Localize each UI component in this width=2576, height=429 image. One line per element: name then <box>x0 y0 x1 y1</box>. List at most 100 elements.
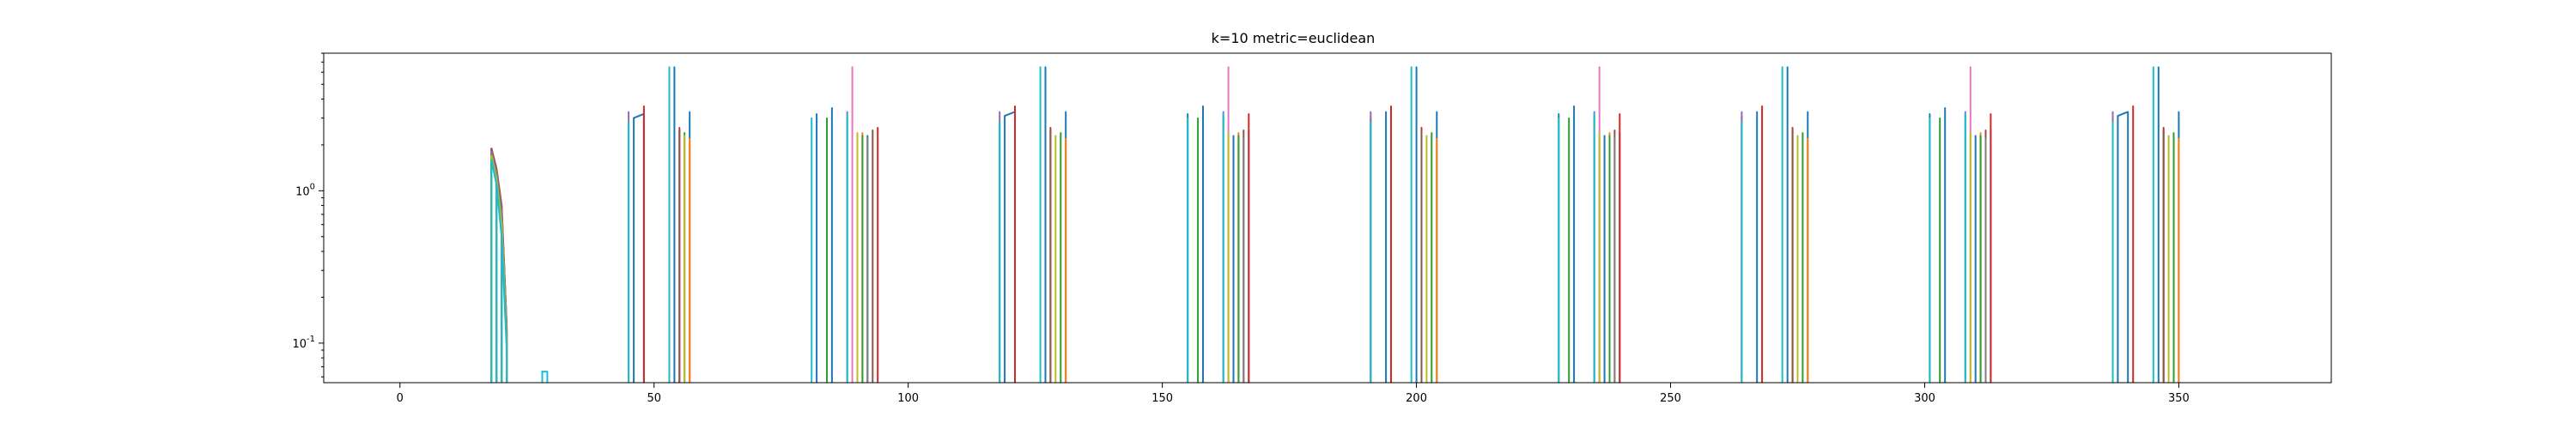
data-point <box>872 129 874 131</box>
data-point <box>689 111 690 113</box>
data-point <box>2178 137 2180 140</box>
series-line-6 <box>490 67 1971 383</box>
data-point <box>1039 66 1042 68</box>
data-point <box>501 236 502 238</box>
data-point <box>628 122 629 124</box>
data-point <box>1420 126 1423 129</box>
y-tick-label: 10-1 <box>292 335 315 351</box>
series-3 <box>490 105 2165 383</box>
data-point <box>668 66 671 68</box>
series-line-5 <box>490 130 2165 383</box>
data-point <box>856 132 859 134</box>
data-point <box>673 66 676 68</box>
data-point <box>1781 66 1783 68</box>
data-point <box>811 117 812 119</box>
data-point <box>1807 111 1809 113</box>
data-point <box>1197 117 1199 119</box>
data-point <box>2162 129 2165 131</box>
data-point <box>1065 111 1066 113</box>
data-point <box>1014 105 1016 107</box>
x-tick-label: 250 <box>1660 392 1681 405</box>
data-point <box>678 126 681 129</box>
plot-frame <box>323 52 2332 384</box>
x-tick-label: 200 <box>1406 392 1427 405</box>
data-point <box>2127 111 2129 113</box>
data-point <box>1990 112 1992 115</box>
series-line-3 <box>490 106 2165 383</box>
data-point <box>1593 112 1595 115</box>
data-point <box>490 154 493 157</box>
series-line-1 <box>490 132 2180 383</box>
series-4 <box>490 111 2114 383</box>
data-point <box>490 151 493 153</box>
data-point <box>1558 112 1560 115</box>
series-5 <box>490 129 2165 383</box>
data-point <box>1044 66 1047 68</box>
data-point <box>1979 132 1982 134</box>
data-point <box>1965 112 1966 115</box>
x-tick-label: 350 <box>2168 392 2190 405</box>
data-point <box>1984 129 1987 131</box>
data-point <box>1232 135 1235 136</box>
data-point <box>1222 111 1224 113</box>
data-point <box>495 184 497 185</box>
data-point <box>506 349 507 351</box>
series-line-0 <box>490 67 2180 383</box>
data-point <box>683 132 685 134</box>
data-point <box>1568 117 1570 119</box>
data-point <box>643 105 645 107</box>
data-point <box>1970 66 1971 68</box>
series-2 <box>490 117 2175 383</box>
data-point <box>628 111 629 113</box>
data-point <box>1004 115 1005 117</box>
data-point <box>2178 111 2180 113</box>
data-point <box>1929 117 1931 119</box>
series-line-4 <box>490 112 2114 383</box>
data-point <box>1801 132 1804 134</box>
data-point <box>1593 111 1595 113</box>
data-point <box>1420 129 1423 131</box>
data-point <box>877 126 878 129</box>
data-point <box>2158 66 2160 68</box>
data-point <box>1436 137 1438 140</box>
data-point <box>1761 105 1763 107</box>
data-point <box>1598 132 1601 134</box>
data-point <box>1385 111 1387 113</box>
data-point <box>861 135 864 136</box>
data-point <box>1979 135 1982 136</box>
data-point <box>1796 135 1799 136</box>
data-point <box>1237 132 1240 134</box>
data-point <box>541 371 544 372</box>
data-point <box>1436 111 1438 113</box>
data-point <box>866 137 869 140</box>
data-point <box>1242 137 1245 140</box>
data-point <box>1791 126 1794 129</box>
data-point <box>1756 111 1758 113</box>
chart-title: k=10 metric=euclidean <box>1212 30 1376 46</box>
data-point <box>2117 115 2119 117</box>
data-point <box>1425 135 1428 136</box>
data-point <box>2153 66 2154 68</box>
data-point <box>1608 135 1611 136</box>
data-point <box>1410 66 1413 68</box>
data-point <box>490 148 493 149</box>
data-point <box>1791 129 1794 131</box>
data-point <box>1065 137 1066 140</box>
data-point <box>689 137 690 140</box>
data-point <box>1187 117 1188 119</box>
data-point <box>1807 137 1809 140</box>
data-point <box>546 371 549 372</box>
series-line-8 <box>490 132 2170 383</box>
data-point <box>2172 132 2175 134</box>
data-point <box>1573 105 1575 107</box>
data-point <box>2162 126 2165 129</box>
data-point <box>633 117 635 119</box>
series-8 <box>490 132 2170 383</box>
data-point <box>1603 135 1606 136</box>
data-point <box>826 117 828 119</box>
x-tick-label: 300 <box>1914 392 1935 405</box>
data-point <box>1415 66 1418 68</box>
x-tick-label: 0 <box>397 392 404 405</box>
data-point <box>1619 112 1621 115</box>
